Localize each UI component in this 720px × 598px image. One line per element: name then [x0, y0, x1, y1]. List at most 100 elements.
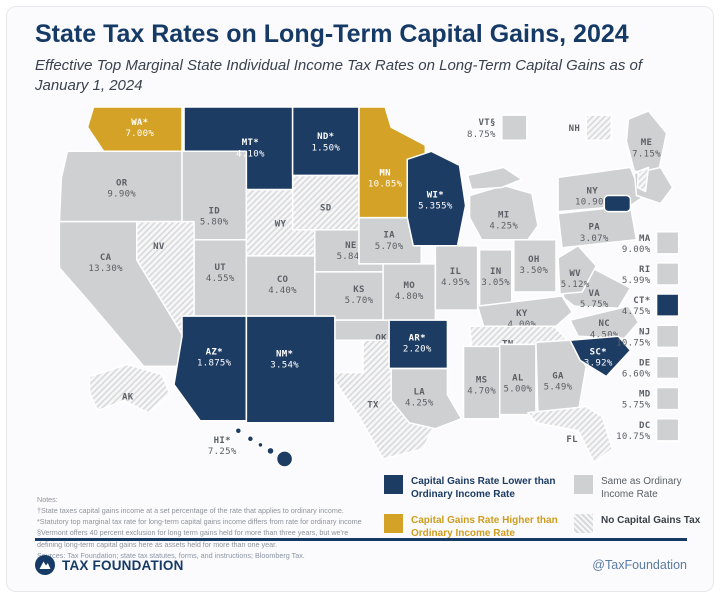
svg-text:MT*: MT* [242, 138, 259, 148]
legend-item-lower: Capital Gains Rate Lower than Ordinary I… [384, 475, 574, 501]
svg-text:FL: FL [566, 435, 578, 445]
svg-text:AK: AK [122, 393, 134, 403]
svg-text:4.40%: 4.40% [268, 286, 297, 296]
side-list-MA: MA9.00% [622, 230, 680, 255]
state-NM: NM*3.54% [245, 315, 336, 424]
legend-swatch-higher-icon [384, 514, 403, 533]
svg-text:10.75%: 10.75% [616, 432, 651, 442]
state-FL: FL [527, 405, 614, 464]
svg-text:4.10%: 4.10% [236, 149, 265, 159]
legend-item-higher: Capital Gains Rate Higher than Ordinary … [384, 514, 574, 540]
svg-text:MN: MN [379, 168, 390, 178]
svg-text:WV: WV [569, 269, 581, 279]
state-SC: SC*3.92% [569, 335, 632, 378]
legend: Capital Gains Rate Lower than Ordinary I… [384, 475, 702, 540]
svg-text:10.90%: 10.90% [575, 198, 610, 208]
state-IL: IL4.95% [434, 245, 479, 311]
svg-text:4.00%: 4.00% [507, 320, 536, 330]
svg-text:9.00%: 9.00% [622, 245, 651, 255]
notes-line: Notes: [37, 495, 58, 504]
footer: TAX FOUNDATION @TaxFoundation [35, 538, 687, 584]
state-AR: AR*2.20% [388, 319, 449, 370]
svg-text:NC: NC [599, 319, 610, 329]
svg-text:VA: VA [588, 289, 600, 299]
svg-text:MS: MS [476, 376, 487, 386]
legend-swatch-lower-icon [384, 475, 403, 494]
state-AL: AL5.00% [498, 343, 537, 416]
svg-text:6.60%: 6.60% [622, 369, 651, 379]
callout-NH: NH [569, 114, 613, 141]
svg-text:CO: CO [277, 275, 289, 285]
svg-text:MO: MO [404, 281, 416, 291]
side-list-RI: RI5.99% [622, 262, 680, 286]
svg-text:8.75%: 8.75% [467, 130, 496, 140]
svg-text:MI: MI [498, 211, 509, 221]
tax-foundation-logo-icon [35, 555, 55, 575]
svg-text:AR*: AR* [409, 333, 426, 343]
svg-text:RI: RI [639, 265, 650, 275]
notes: Notes: †State taxes capital gains income… [37, 494, 382, 561]
svg-text:MD: MD [639, 390, 651, 400]
state-ME: ME7.15% [625, 110, 668, 173]
svg-text:3.07%: 3.07% [580, 234, 609, 244]
state-WV: WV5.12% [557, 245, 598, 295]
svg-text:9.90%: 9.90% [107, 190, 136, 200]
svg-text:3.05%: 3.05% [481, 278, 510, 288]
state-OR: OR 9.90% [58, 150, 183, 223]
infographic-card: State Tax Rates on Long-Term Capital Gai… [6, 6, 714, 592]
svg-text:NY: NY [586, 187, 598, 197]
brand-name: TAX FOUNDATION [62, 557, 184, 573]
svg-text:NE: NE [345, 241, 356, 251]
svg-text:4.95%: 4.95% [441, 278, 470, 288]
svg-text:5.75%: 5.75% [622, 401, 651, 411]
state-LA: LA4.25% [390, 367, 463, 430]
svg-text:4.55%: 4.55% [206, 274, 235, 284]
legend-label-lower: Capital Gains Rate Lower than Ordinary I… [411, 476, 556, 500]
svg-text:KS: KS [353, 285, 364, 295]
svg-text:ME: ME [641, 138, 652, 148]
svg-text:UT: UT [214, 263, 226, 273]
svg-text:7.25%: 7.25% [208, 447, 237, 457]
svg-text:AZ*: AZ* [206, 347, 223, 357]
svg-text:5.99%: 5.99% [622, 276, 651, 286]
svg-text:1.50%: 1.50% [311, 143, 340, 153]
legend-label-same: Same as Ordinary Income Rate [601, 476, 682, 500]
svg-text:5.12%: 5.12% [561, 280, 590, 290]
svg-text:2.20%: 2.20% [403, 344, 432, 354]
legend-label-higher: Capital Gains Rate Higher than Ordinary … [411, 515, 558, 539]
legend-swatch-same-icon [574, 475, 593, 494]
svg-text:CA: CA [100, 253, 112, 263]
state-CT [603, 194, 632, 213]
svg-text:4.25%: 4.25% [489, 222, 518, 232]
svg-text:5.00%: 5.00% [503, 385, 532, 395]
svg-text:5.355%: 5.355% [418, 202, 453, 212]
land-extra-2 [636, 166, 650, 193]
state-IN: IN3.05% [478, 249, 513, 307]
state-MO: MO4.80% [382, 263, 437, 321]
legend-label-none: No Capital Gains Tax [601, 515, 701, 526]
state-HI: HI*7.25% [208, 427, 294, 468]
svg-text:NJ: NJ [639, 327, 650, 337]
svg-text:3.54%: 3.54% [270, 360, 299, 370]
notes-line: §Vermont offers 40 percent exclusion for… [37, 528, 349, 538]
svg-text:CT*: CT* [633, 296, 650, 306]
notes-line: defining long-term capital gains here as… [37, 539, 278, 549]
state-KY: KY4.00% [476, 295, 573, 330]
svg-text:VT§: VT§ [478, 118, 495, 128]
svg-text:10.85%: 10.85% [368, 179, 403, 189]
svg-text:1.875%: 1.875% [197, 358, 232, 368]
svg-text:DC: DC [639, 421, 650, 431]
svg-text:DE: DE [639, 358, 650, 368]
state-WA: WA*7.00% [86, 106, 183, 153]
state-AZ: AZ*1.875% [173, 315, 248, 422]
legend-swatch-none-icon [574, 514, 593, 533]
chart-subtitle: Effective Top Marginal State Individual … [35, 57, 642, 94]
callout-VT: VT§ 8.75% [467, 114, 528, 141]
state-AK: AK [88, 363, 171, 414]
state-ND: ND*1.50% [291, 106, 360, 177]
twitter-handle[interactable]: @TaxFoundation [592, 558, 687, 572]
legend-item-same: Same as Ordinary Income Rate [574, 475, 702, 501]
svg-text:WY: WY [275, 220, 287, 230]
svg-text:4.25%: 4.25% [405, 399, 434, 409]
